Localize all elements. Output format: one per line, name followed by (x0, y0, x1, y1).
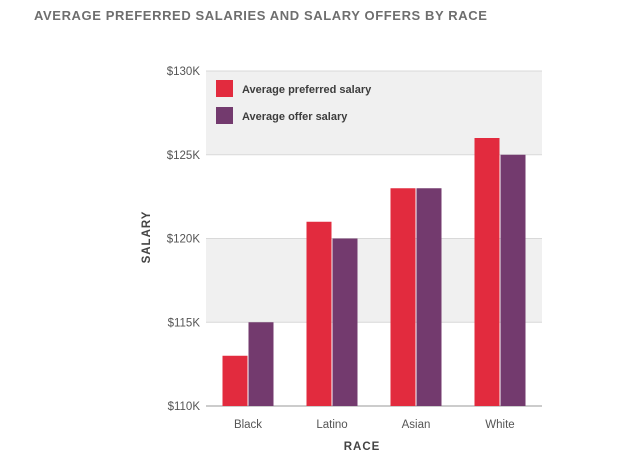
legend-label: Average preferred salary (242, 84, 372, 96)
bar-latino-offer (332, 238, 358, 406)
bar-white-offer (500, 154, 526, 406)
legend-swatch (216, 80, 233, 97)
bar-latino-preferred (306, 221, 332, 406)
legend-label: Average offer salary (242, 111, 348, 123)
bar-white-preferred (474, 138, 500, 406)
y-tick-label: $110K (168, 401, 201, 413)
x-axis-title: RACE (344, 441, 381, 453)
bars (222, 138, 526, 406)
x-tick-label: Black (234, 419, 262, 431)
x-tick-label: White (485, 419, 514, 431)
y-axis-ticks: $110K $115K $120K $125K $130K (167, 66, 201, 413)
x-axis-ticks: Black Latino Asian White (234, 419, 515, 431)
legend-swatch (216, 107, 233, 124)
bar-black-preferred (222, 355, 248, 406)
bar-asian-offer (416, 188, 442, 406)
bar-asian-preferred (390, 188, 416, 406)
legend: Average preferred salary Average offer sa… (216, 80, 372, 124)
x-tick-label: Latino (316, 419, 347, 431)
bar-black-offer (248, 322, 274, 406)
x-tick-label: Asian (402, 419, 431, 431)
y-tick-label: $115K (168, 317, 201, 329)
y-axis-title: SALARY (141, 211, 153, 264)
y-tick-label: $120K (167, 234, 201, 246)
y-tick-label: $125K (167, 150, 201, 162)
y-tick-label: $130K (167, 66, 201, 78)
chart-title: AVERAGE PREFERRED SALARIES AND SALARY OF… (34, 8, 488, 23)
